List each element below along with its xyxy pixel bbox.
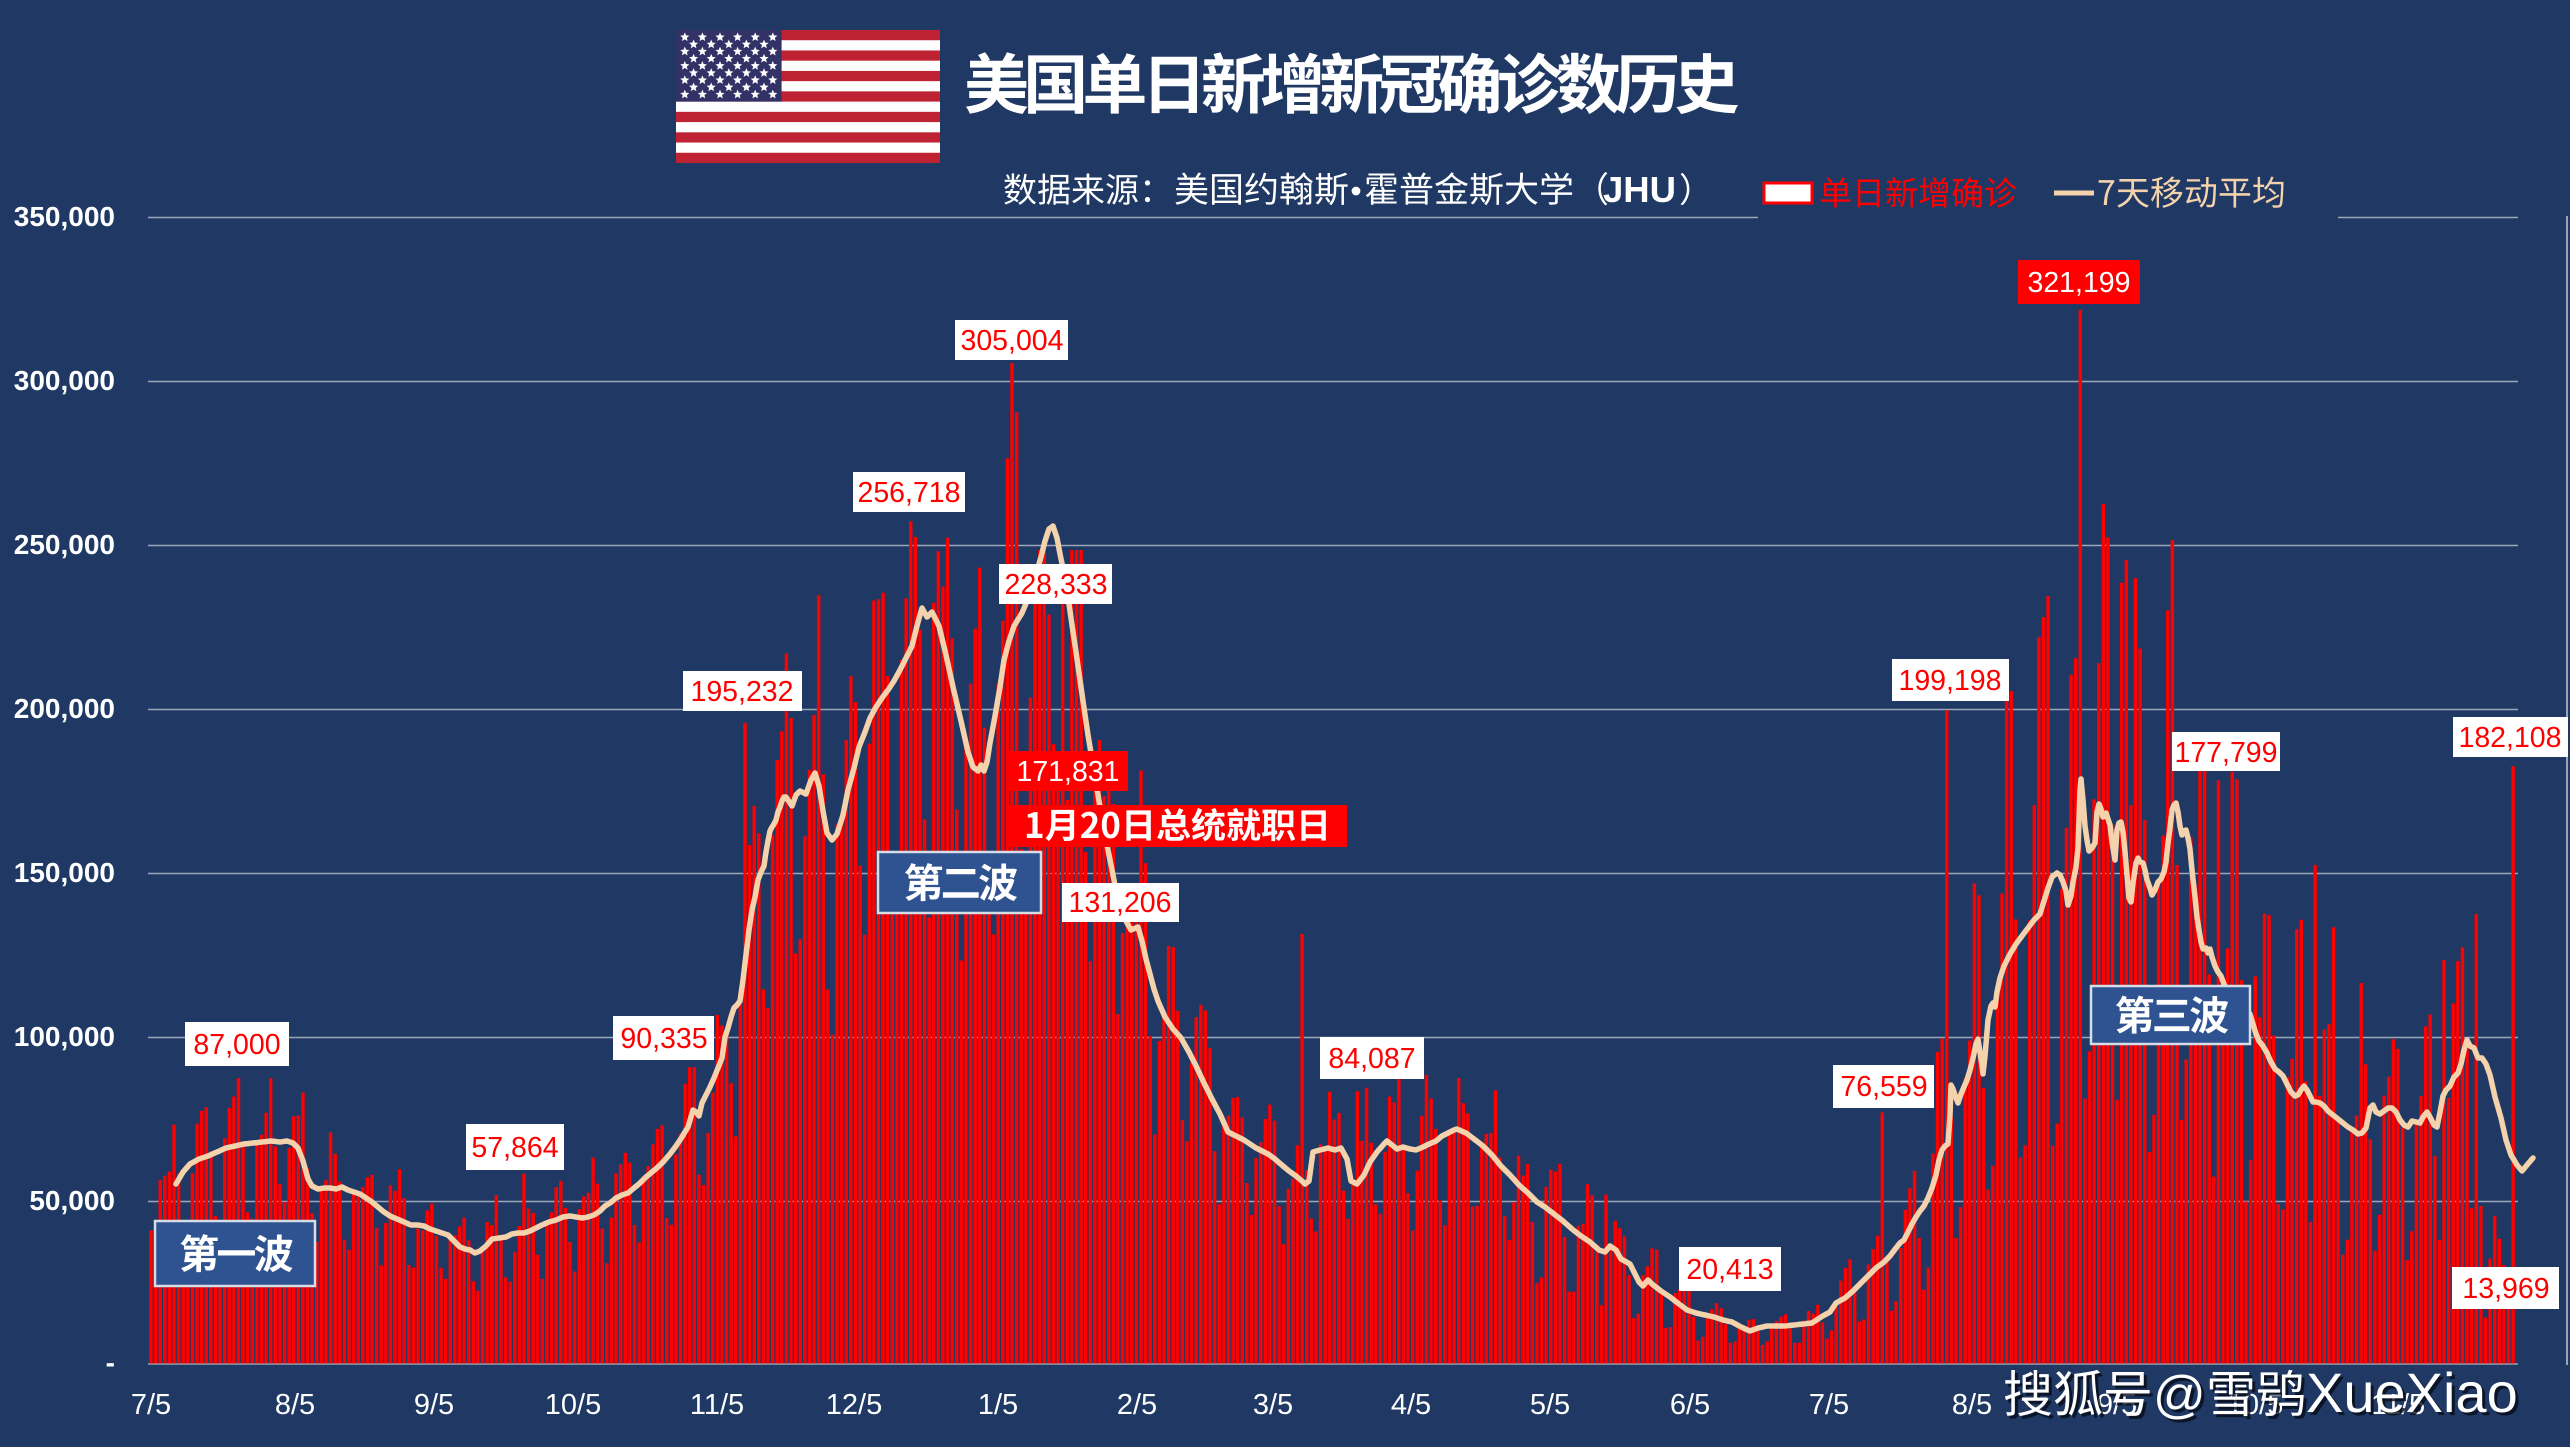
- svg-text:7/5: 7/5: [1809, 1389, 1849, 1421]
- svg-text:@: @: [2156, 1369, 2209, 1427]
- svg-text:195,232: 195,232: [690, 676, 793, 708]
- svg-text:250,000: 250,000: [14, 529, 115, 560]
- svg-text:50,000: 50,000: [29, 1185, 115, 1216]
- svg-text:7/5: 7/5: [131, 1389, 171, 1421]
- svg-text:131,206: 131,206: [1068, 887, 1171, 919]
- svg-text:84,087: 84,087: [1328, 1043, 1415, 1075]
- svg-text:150,000: 150,000: [14, 857, 115, 888]
- svg-text:JHU: JHU: [1603, 169, 1676, 210]
- svg-text:12/5: 12/5: [826, 1389, 882, 1421]
- svg-text:177,799: 177,799: [2174, 737, 2277, 769]
- svg-text:90,335: 90,335: [620, 1023, 707, 1055]
- svg-text:300,000: 300,000: [14, 365, 115, 396]
- svg-text:256,718: 256,718: [857, 477, 960, 509]
- svg-text:@: @: [2153, 1366, 2206, 1424]
- svg-text:6/5: 6/5: [1670, 1389, 1710, 1421]
- svg-text:XueXiao: XueXiao: [2306, 1361, 2518, 1424]
- svg-text:4/5: 4/5: [1391, 1389, 1431, 1421]
- svg-text:11/5: 11/5: [690, 1389, 744, 1421]
- svg-text:9/5: 9/5: [414, 1389, 454, 1421]
- svg-text:1/5: 1/5: [978, 1389, 1018, 1421]
- svg-text:199,198: 199,198: [1898, 665, 2001, 697]
- svg-text:200,000: 200,000: [14, 693, 115, 724]
- svg-text:76,559: 76,559: [1840, 1071, 1927, 1103]
- svg-text:3/5: 3/5: [1253, 1389, 1293, 1421]
- svg-text:100,000: 100,000: [14, 1021, 115, 1052]
- svg-text:10/5: 10/5: [545, 1389, 601, 1421]
- svg-text:228,333: 228,333: [1004, 569, 1107, 601]
- svg-text:8/5: 8/5: [1952, 1389, 1992, 1421]
- svg-text:171,831: 171,831: [1016, 756, 1119, 788]
- svg-text:8/5: 8/5: [275, 1389, 315, 1421]
- svg-text:87,000: 87,000: [193, 1029, 280, 1061]
- svg-text:XueXiao: XueXiao: [2309, 1364, 2521, 1427]
- svg-text:-: -: [106, 1347, 115, 1378]
- svg-text:305,004: 305,004: [960, 325, 1063, 357]
- svg-text:350,000: 350,000: [14, 201, 115, 232]
- svg-text:182,108: 182,108: [2458, 722, 2561, 754]
- svg-text:11/5: 11/5: [2371, 1389, 2425, 1421]
- svg-text:5/5: 5/5: [1530, 1389, 1570, 1421]
- svg-text:2/5: 2/5: [1117, 1389, 1157, 1421]
- svg-text:321,199: 321,199: [2027, 267, 2130, 299]
- svg-text:13,969: 13,969: [2462, 1273, 2549, 1305]
- svg-text:20,413: 20,413: [1686, 1254, 1773, 1286]
- svg-text:57,864: 57,864: [471, 1132, 558, 1164]
